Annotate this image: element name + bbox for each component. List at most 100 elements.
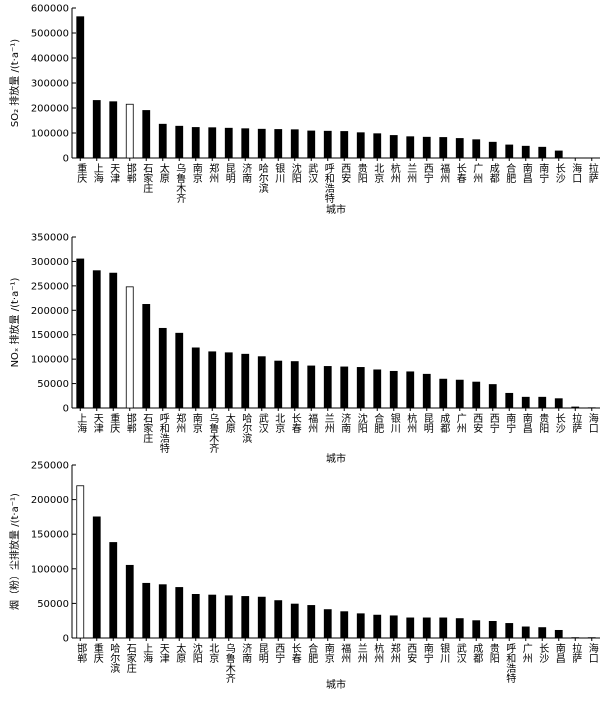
x-tick-label: 成都: [438, 413, 450, 434]
bar: [473, 621, 480, 638]
x-tick-label: 杭州: [405, 412, 417, 433]
x-tick-label: 广州: [471, 163, 483, 183]
bar: [473, 140, 480, 158]
bar: [423, 374, 430, 408]
bar: [308, 131, 315, 158]
x-tick-label: 北京: [372, 163, 384, 184]
y-axis-label: NOₓ 排放量 /(t·a⁻¹): [8, 277, 21, 367]
x-tick-label: 石家庄: [124, 643, 136, 674]
y-axis-label: SO₂ 排放量 /(t·a⁻¹): [8, 39, 21, 127]
y-tick-label: 0: [63, 154, 69, 165]
x-tick-label: 济南: [339, 412, 351, 433]
x-tick-label: 哈尔滨: [240, 412, 252, 444]
x-tick-label: 南京: [190, 162, 202, 184]
bar: [159, 585, 166, 638]
x-tick-label: 合肥: [372, 412, 384, 434]
bar: [390, 616, 397, 638]
bar: [390, 371, 397, 408]
x-tick-label: 南昌: [553, 642, 565, 664]
bar: [242, 354, 249, 408]
y-tick-label: 600000: [31, 4, 69, 15]
x-tick-label: 西安: [339, 163, 351, 184]
bar: [390, 136, 397, 159]
x-tick-label: 天津: [157, 643, 169, 664]
bar: [440, 138, 447, 159]
x-tick-label: 杭州: [388, 162, 400, 183]
bar: [522, 146, 529, 158]
x-tick-label: 乌鲁木齐: [207, 412, 219, 454]
y-tick-label: 350000: [31, 233, 69, 244]
x-tick-label: 海口: [586, 412, 598, 433]
x-tick-label: 长沙: [537, 643, 549, 663]
y-tick-label: 150000: [31, 530, 69, 541]
y-tick-label: 0: [63, 634, 69, 645]
y-tick-label: 150000: [31, 330, 69, 341]
x-tick-label: 西宁: [273, 643, 285, 663]
x-tick-label: 南宁: [421, 642, 433, 663]
x-tick-label: 北京: [273, 413, 285, 434]
x-tick-label: 贵阳: [537, 412, 549, 433]
bar: [407, 618, 414, 638]
bar: [555, 630, 562, 638]
bar: [572, 407, 579, 408]
bar: [176, 126, 183, 158]
x-tick-label: 贵阳: [487, 642, 499, 663]
bar: [275, 361, 282, 408]
x-tick-label: 天津: [108, 163, 120, 184]
x-tick-label: 银川: [438, 642, 450, 663]
bar: [341, 612, 348, 638]
bar: [159, 328, 166, 408]
y-tick-label: 0: [63, 404, 69, 415]
x-tick-label: 合肥: [306, 642, 318, 664]
bar: [110, 273, 117, 408]
bar: [407, 372, 414, 408]
y-tick-label: 200000: [31, 495, 69, 506]
x-tick-label: 成都: [471, 643, 483, 664]
bar: [242, 129, 249, 158]
bar: [357, 133, 364, 158]
bar: [143, 583, 150, 638]
bar: [357, 614, 364, 638]
bar: [176, 587, 183, 638]
x-tick-label: 南昌: [520, 162, 532, 184]
x-tick-label: 长春: [289, 643, 301, 664]
bar: [126, 287, 133, 408]
x-tick-label: 长春: [289, 413, 301, 434]
x-tick-label: 南宁: [537, 162, 549, 183]
x-tick-label: 沈阳: [190, 642, 202, 663]
bar: [110, 543, 117, 638]
x-tick-label: 北京: [207, 643, 219, 664]
bar: [275, 601, 282, 638]
bar: [77, 17, 84, 158]
bar: [489, 621, 496, 638]
x-tick-label: 哈尔滨: [108, 642, 120, 674]
y-tick-label: 100000: [31, 564, 69, 575]
bar: [258, 597, 265, 638]
bar: [539, 397, 546, 408]
x-tick-label: 长春: [454, 163, 466, 184]
x-tick-label: 太原: [157, 162, 169, 183]
bar: [176, 333, 183, 408]
y-tick-label: 100000: [31, 355, 69, 366]
x-tick-label: 福州: [438, 162, 450, 183]
bar: [143, 304, 150, 408]
x-tick-label: 邯郸: [75, 642, 87, 664]
x-tick-label: 呼和浩特: [322, 163, 334, 203]
bar: [456, 380, 463, 408]
x-tick-label: 济南: [240, 642, 252, 663]
x-tick-label: 拉萨: [570, 412, 582, 434]
bar: [159, 124, 166, 158]
y-tick-label: 200000: [31, 306, 69, 317]
x-tick-label: 郑州: [207, 162, 219, 183]
x-tick-label: 长沙: [553, 413, 565, 433]
bar: [77, 259, 84, 408]
x-tick-label: 太原: [174, 642, 186, 663]
x-tick-label: 拉萨: [570, 642, 582, 664]
y-tick-label: 50000: [37, 379, 69, 390]
x-tick-label: 西宁: [487, 413, 499, 433]
x-tick-label: 重庆: [108, 412, 120, 434]
x-tick-label: 银川: [388, 412, 400, 433]
bar: [456, 139, 463, 159]
x-tick-label: 福州: [306, 412, 318, 433]
